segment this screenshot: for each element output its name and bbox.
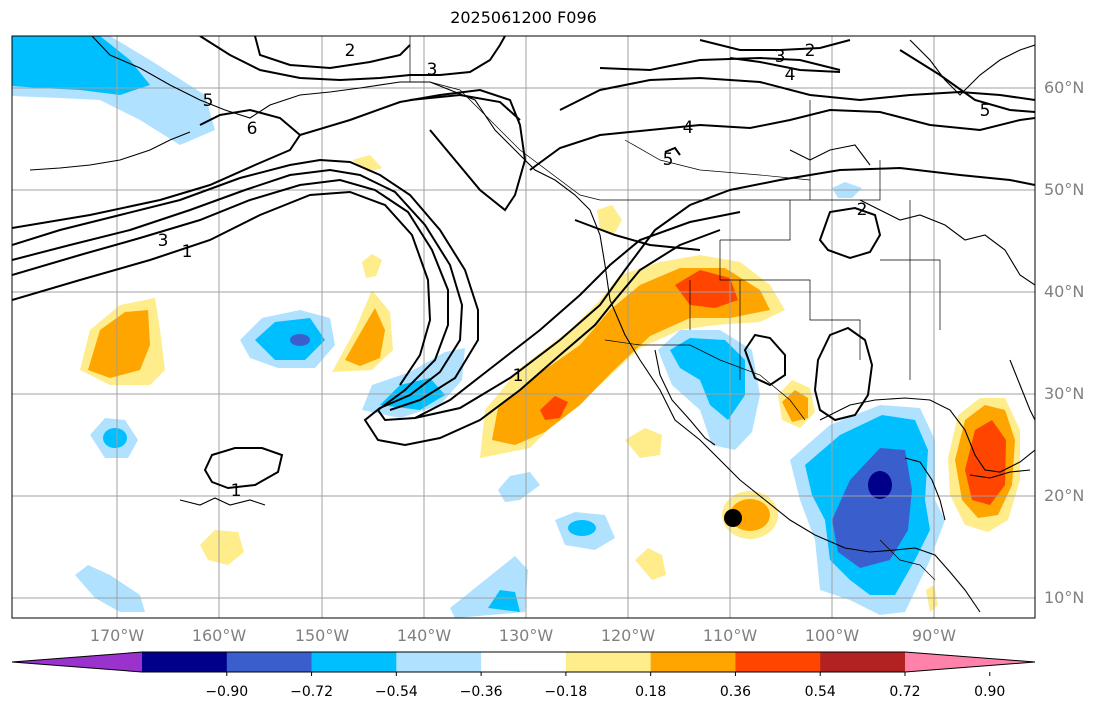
colorbar-segment [481, 652, 567, 672]
longitude-label: 90°W [911, 626, 957, 645]
colorbar-tick-label: 0.72 [889, 684, 921, 700]
neg-anomaly-alaska-core [12, 36, 150, 95]
colorbar-segment [226, 652, 313, 672]
contour-label-layer: 2 3 3 2 4 5 6 4 5 5 3 1 1 2 1 [158, 41, 991, 501]
neg-anomaly-gulf-peak [868, 471, 892, 499]
contour-label: 1 [231, 481, 242, 501]
pos-anomaly-small-5 [635, 548, 666, 580]
contour-label: 1 [513, 366, 524, 386]
pos-anomaly-small-1 [362, 254, 382, 278]
coastlines [29, 36, 1035, 613]
colorbar-tick-label: 0.18 [635, 684, 667, 700]
longitude-label: 170°W [89, 626, 145, 645]
contour-label: 4 [785, 65, 796, 85]
contour-label: 6 [247, 119, 258, 139]
graticule [12, 36, 1035, 618]
longitude-label: 110°W [702, 626, 758, 645]
pos-anomaly-small-6 [352, 155, 382, 172]
longitude-label: 130°W [498, 626, 554, 645]
contours [12, 36, 1035, 490]
neg-anomaly-small-3 [498, 472, 540, 502]
neg-anomaly-baja-core [670, 338, 745, 420]
colorbar-outline [11, 651, 1036, 673]
latitude-label: 40°N [1044, 282, 1085, 301]
colorbar-tick-label: −0.18 [544, 684, 588, 700]
latitude-label: 20°N [1044, 486, 1085, 505]
colorbar-extend-low [12, 652, 142, 672]
latitude-label: 60°N [1044, 78, 1085, 97]
neg-anomaly-small-5-core [488, 590, 520, 612]
contour-label: 3 [427, 60, 438, 80]
latitude-label: 50°N [1044, 180, 1085, 199]
colorbar-tick-label: −0.54 [374, 684, 418, 700]
contour-label: 2 [805, 41, 816, 61]
contour-label: 4 [683, 118, 694, 138]
colorbar-tick-label: 0.54 [804, 684, 836, 700]
colorbar-tick-label: −0.72 [290, 684, 333, 700]
latitude-label: 30°N [1044, 384, 1085, 403]
contour-label: 3 [775, 47, 786, 67]
contour-label: 2 [345, 41, 356, 61]
colorbar-segment [396, 652, 482, 672]
contour-label: 5 [203, 91, 214, 111]
contour-label: 2 [857, 200, 868, 220]
colorbar-tick-label: 0.90 [974, 684, 1006, 700]
colorbar-tick-label: −0.90 [205, 684, 249, 700]
colorbar [11, 651, 1036, 676]
colorbar-segment [565, 652, 652, 672]
plot-title: 2025061200 F096 [450, 8, 597, 27]
colorbar-extend-high [905, 652, 1035, 672]
longitude-label: 160°W [191, 626, 247, 645]
pos-anomaly-peak-2 [540, 396, 568, 420]
neg-anomaly-small-1-core [103, 428, 127, 448]
longitude-label: 140°W [396, 626, 452, 645]
longitude-label: 100°W [804, 626, 860, 645]
colorbar-tick-label: −0.36 [459, 684, 503, 700]
pos-anomaly-caribbean-peak [965, 420, 1006, 505]
pos-anomaly-small-2 [597, 205, 622, 234]
neg-anomaly-gulf-inner [832, 448, 912, 568]
neg-anomaly-150w-core [255, 318, 325, 360]
pos-anomaly-cpac-core [88, 310, 150, 378]
pos-anomaly-small-4 [200, 530, 244, 565]
contour-label: 5 [663, 150, 674, 170]
pos-anomaly-california-peak [675, 270, 738, 308]
colorbar-segment [735, 652, 821, 672]
pos-anomaly-texas-core [782, 390, 808, 422]
neg-anomaly-small-2 [75, 565, 145, 612]
pos-anomaly-crescent-core [345, 308, 385, 366]
colorbar-segment [311, 652, 397, 672]
pos-anomaly-small-3 [625, 428, 662, 458]
colorbar-tick-label: 0.36 [719, 684, 752, 700]
contour-label: 5 [980, 101, 991, 121]
latitude-label: 10°N [1044, 588, 1085, 607]
anomaly-shading [12, 36, 1020, 618]
neg-anomaly-150w-peak [290, 334, 310, 346]
longitude-label: 150°W [294, 626, 350, 645]
contour-label: 3 [158, 231, 169, 251]
neg-anomaly-small-4-core [568, 520, 596, 536]
contour-label: 1 [182, 242, 193, 262]
colorbar-segment [820, 652, 906, 672]
colorbar-segment [142, 652, 228, 672]
longitude-label: 120°W [600, 626, 656, 645]
storm-center-marker [724, 509, 742, 527]
colorbar-segment [650, 652, 736, 672]
